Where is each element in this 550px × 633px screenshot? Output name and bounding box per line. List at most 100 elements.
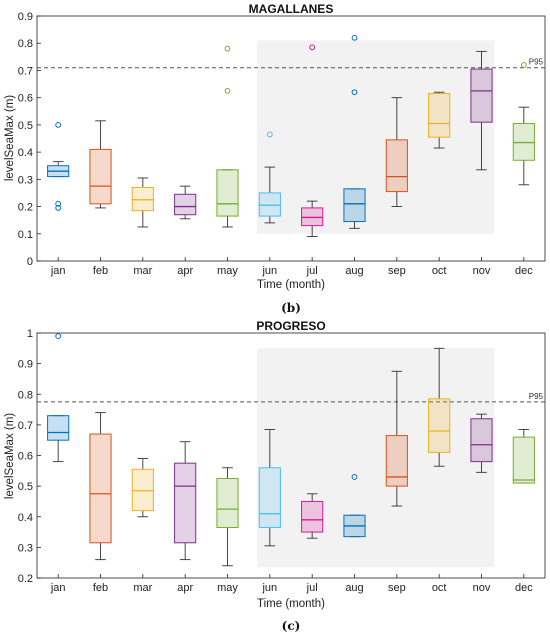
y-tick-label: 0.8 — [18, 38, 33, 50]
panel-caption: (b) — [281, 301, 301, 315]
outlier-point — [55, 205, 62, 211]
panel-progreso: PROGRESO levelSeaMax (m) Time (month) (c… — [4, 319, 546, 633]
box-nov — [470, 50, 493, 171]
x-tick-label: may — [217, 265, 238, 277]
y-tick-label: 0.9 — [18, 11, 33, 23]
x-tick-label: apr — [177, 582, 193, 594]
x-tick-label: sep — [388, 265, 406, 277]
box-aug — [343, 34, 366, 229]
box-jan — [47, 121, 70, 211]
box-iqr — [301, 207, 324, 227]
y-tick-label: 0.2 — [18, 202, 33, 214]
y-tick-label: 0.1 — [18, 229, 33, 241]
y-tick-label: 0 — [27, 256, 33, 268]
box-sep — [385, 370, 408, 507]
y-tick-label: 0.4 — [18, 147, 33, 159]
y-tick-label: 0.4 — [18, 512, 33, 524]
outlier-point — [520, 62, 527, 68]
box-aug — [343, 474, 366, 538]
y-tick-label: 0.6 — [18, 93, 33, 105]
x-tick-label: jun — [261, 582, 277, 594]
box-feb — [89, 412, 112, 561]
box-iqr — [512, 123, 535, 161]
outlier-point — [224, 87, 231, 94]
x-tick-label: aug — [345, 265, 363, 277]
box-oct — [428, 347, 451, 467]
box-jul — [301, 44, 324, 237]
panel-caption: (c) — [282, 619, 301, 633]
x-tick-label: aug — [345, 582, 363, 594]
box-iqr — [216, 477, 239, 528]
x-tick-label: may — [217, 582, 238, 594]
x-tick-label: jan — [50, 265, 66, 277]
x-tick-label: jan — [50, 582, 66, 594]
x-tick-label: sep — [388, 582, 406, 594]
x-tick-label: oct — [432, 265, 447, 277]
box-apr — [174, 185, 197, 220]
box-iqr — [89, 433, 112, 544]
y-tick-label: 0.9 — [18, 359, 33, 371]
y-tick-label: 0.6 — [18, 451, 33, 463]
y-tick-label: 0.7 — [18, 65, 33, 77]
box-iqr — [47, 415, 70, 441]
outlier-point — [266, 131, 273, 138]
shaded-season — [257, 40, 495, 234]
outlier-point — [224, 45, 231, 52]
x-tick-label: feb — [93, 582, 108, 594]
p95-label: P95 — [529, 58, 544, 67]
box-oct — [428, 91, 451, 149]
outlier-point — [55, 121, 62, 128]
outlier-point — [309, 44, 316, 51]
outlier-point — [351, 34, 358, 41]
box-feb — [89, 120, 112, 209]
x-tick-label: mar — [133, 582, 152, 594]
box-iqr — [174, 462, 197, 544]
y-tick-label: 0.2 — [18, 573, 33, 585]
box-iqr — [174, 193, 197, 216]
panel-magallanes: MAGALLANES levelSeaMax (m) Time (month) … — [4, 2, 546, 315]
box-iqr — [301, 500, 324, 533]
x-tick-label: apr — [177, 265, 193, 277]
outlier-point — [55, 333, 62, 339]
box-iqr — [258, 192, 281, 217]
box-iqr — [470, 68, 493, 123]
x-axis-label: Time (month) — [257, 279, 325, 291]
x-tick-label: oct — [432, 582, 447, 594]
y-tick-label: 0.7 — [18, 420, 33, 432]
x-axis-label: Time (month) — [257, 598, 325, 610]
box-iqr — [428, 93, 451, 138]
box-nov — [470, 413, 493, 473]
box-jun — [258, 429, 281, 547]
box-iqr — [512, 436, 535, 484]
box-may — [216, 45, 239, 228]
box-iqr — [258, 467, 281, 528]
box-apr — [174, 441, 197, 561]
box-iqr — [385, 139, 408, 193]
x-tick-label: mar — [133, 265, 152, 277]
box-iqr — [131, 468, 154, 512]
chart-title: MAGALLANES — [249, 2, 334, 16]
x-tick-label: jun — [261, 265, 277, 277]
x-tick-label: jul — [306, 265, 318, 277]
box-iqr — [470, 418, 493, 463]
y-axis-label: levelSeaMax (m) — [4, 413, 16, 499]
x-tick-label: nov — [473, 582, 491, 594]
box-iqr — [89, 148, 112, 205]
outlier-point — [351, 89, 358, 96]
outlier-point — [55, 200, 62, 207]
x-tick-label: feb — [93, 265, 108, 277]
box-dec — [512, 62, 535, 186]
box-iqr — [343, 188, 366, 223]
y-tick-label: 0.5 — [18, 481, 33, 493]
y-tick-label: 0.8 — [18, 389, 33, 401]
y-tick-label: 0.3 — [18, 542, 33, 554]
box-jul — [301, 493, 324, 539]
box-dec — [512, 429, 535, 484]
shaded-season — [257, 348, 495, 568]
p95-label: P95 — [529, 392, 544, 401]
y-tick-label: 0.5 — [18, 120, 33, 132]
box-jun — [258, 131, 281, 224]
box-iqr — [131, 187, 154, 212]
x-tick-label: jul — [306, 582, 318, 594]
